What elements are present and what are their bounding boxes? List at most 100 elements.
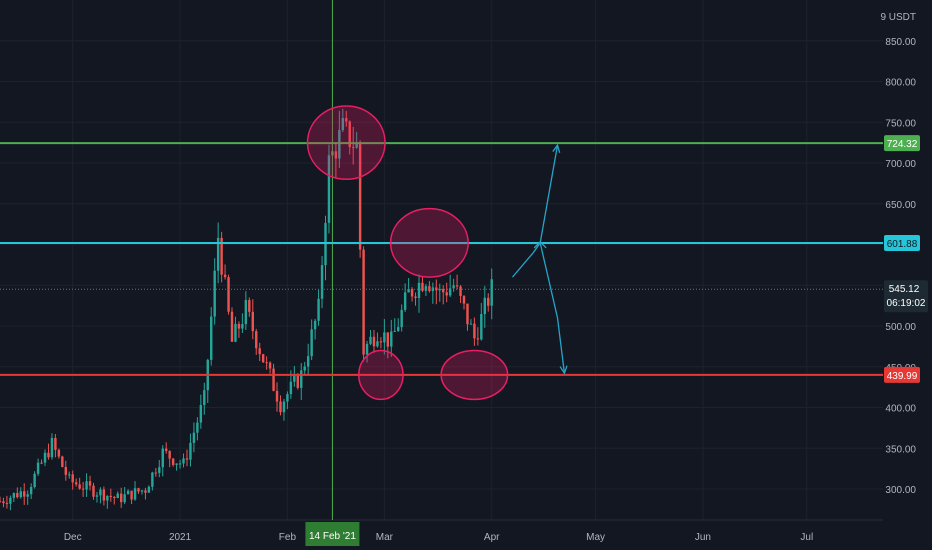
candle-body (189, 442, 192, 460)
candle-body (293, 375, 296, 382)
candle-body (109, 495, 113, 497)
candle-body (255, 331, 258, 349)
currency-label: 9 USDT (880, 12, 916, 23)
candle-body (47, 452, 50, 458)
highlight-ellipse[interactable] (357, 349, 404, 401)
candle-body (300, 370, 303, 388)
x-tick-label: Apr (484, 532, 500, 543)
candle-body (490, 279, 493, 306)
candle-body (376, 341, 379, 347)
drawing-annotations[interactable] (306, 105, 568, 401)
level-price-label: 601.88 (887, 239, 918, 250)
candle-body (393, 330, 396, 332)
x-tick-label: Jun (695, 532, 711, 543)
candle-body (362, 249, 365, 355)
candle-body (154, 472, 158, 474)
candle-body (5, 503, 9, 505)
candle-body (320, 265, 324, 299)
candle-body (390, 331, 393, 347)
candle-body (33, 473, 36, 487)
candle-body (16, 493, 19, 498)
candle-body (327, 155, 331, 223)
candle-body (171, 458, 175, 465)
candle-body (95, 495, 99, 497)
candle-body (445, 292, 448, 296)
candle-body (161, 448, 164, 468)
candle-body (487, 297, 490, 306)
candle-body (57, 449, 61, 457)
candle-body (417, 282, 421, 298)
candle-body (414, 296, 417, 298)
projection-arrow[interactable] (539, 242, 566, 374)
last-price-label: 545.12 (889, 284, 920, 295)
candle-body (130, 490, 133, 500)
candle-body (296, 375, 300, 388)
candle-body (210, 316, 213, 360)
y-tick-label: 850.00 (885, 37, 916, 48)
candle-body (230, 311, 234, 342)
x-tick-label: Dec (64, 532, 82, 543)
candle-body (164, 448, 168, 451)
candle-body (275, 390, 279, 402)
candle-body (410, 288, 414, 297)
candle-body (140, 490, 144, 492)
candle-body (158, 467, 161, 473)
candle-body (455, 285, 459, 287)
candle-body (133, 488, 137, 500)
level-price-badge (884, 135, 920, 152)
candle-body (466, 303, 469, 325)
turn-arrow-head (533, 240, 547, 249)
candle-body (216, 237, 220, 271)
price-axis[interactable]: 850.00800.00750.00700.00650.00600.00550.… (883, 0, 932, 550)
candle-body (126, 490, 130, 495)
candle-body (99, 489, 102, 496)
candle-body (372, 336, 376, 347)
candle-body (92, 485, 95, 497)
highlight-ellipse[interactable] (440, 349, 509, 401)
candle-body (424, 286, 428, 291)
candle-body (178, 463, 182, 465)
candle-body (272, 368, 275, 391)
arrow-head (559, 365, 568, 375)
grid (0, 0, 883, 521)
candle-body (261, 354, 265, 363)
candle-body (78, 484, 81, 489)
candle-body (334, 151, 338, 159)
candle-body (74, 482, 78, 485)
candle-body (9, 497, 12, 504)
candle-body (137, 488, 140, 492)
candle-body (480, 314, 483, 340)
highlight-ellipse[interactable] (306, 105, 386, 181)
candle-body (386, 332, 390, 347)
candle-body (23, 491, 26, 497)
candle-body (428, 286, 431, 292)
candle-body (116, 493, 119, 498)
y-tick-label: 750.00 (885, 118, 916, 129)
candle-body (469, 323, 473, 325)
candle-body (223, 274, 227, 278)
candle-body (29, 486, 33, 495)
level-price-badge (884, 366, 920, 383)
candle-body (397, 327, 400, 331)
candle-body (43, 452, 47, 463)
candle-body (400, 309, 403, 328)
candle-body (324, 222, 327, 266)
candle-body (12, 493, 16, 498)
candle-body (123, 494, 126, 503)
highlight-ellipse[interactable] (389, 207, 469, 278)
projection-arrow[interactable] (511, 144, 559, 278)
candle-body (476, 338, 480, 340)
candle-body (144, 490, 147, 493)
candle-body (88, 481, 92, 486)
candle-body (54, 437, 57, 450)
candle-body (19, 491, 22, 498)
candle-body (317, 298, 320, 321)
time-axis[interactable]: Dec 2021 Feb Mar Apr May Jun Jul 14 Feb '21 (64, 522, 813, 546)
level-price-badge (884, 234, 920, 251)
candle-body (199, 405, 203, 423)
candle-body (241, 324, 244, 329)
candle-body (168, 450, 171, 459)
candle-body (365, 343, 369, 355)
y-tick-label: 350.00 (885, 444, 916, 455)
